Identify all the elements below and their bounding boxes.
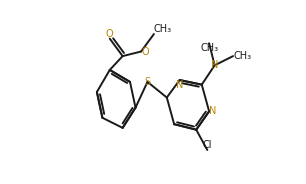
Text: Cl: Cl [203,140,212,150]
Text: N: N [211,60,218,70]
Text: CH₃: CH₃ [200,43,218,53]
Text: O: O [141,47,149,56]
Text: N: N [176,80,183,90]
Text: CH₃: CH₃ [233,51,251,61]
Text: S: S [144,77,151,87]
Text: CH₃: CH₃ [154,24,172,34]
Text: O: O [106,29,114,39]
Text: N: N [209,106,217,116]
